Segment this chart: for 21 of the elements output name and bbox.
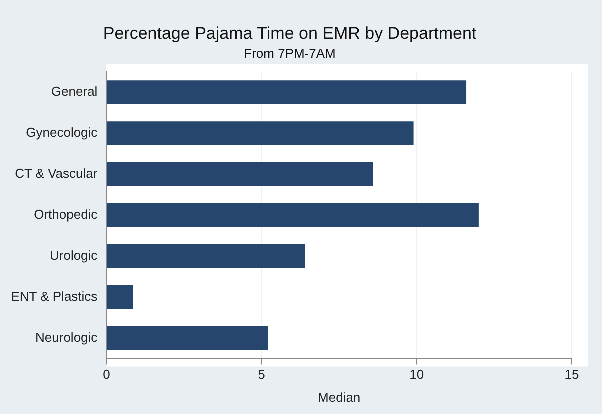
y-tick-label: General [51,84,98,100]
chart-title: Percentage Pajama Time on EMR by Department [103,24,477,43]
bar [107,162,374,186]
bar [107,326,268,350]
bar [107,204,479,228]
x-tick-label: 10 [410,367,424,382]
x-tick-label: 0 [103,367,110,382]
x-tick-label: 5 [258,367,266,382]
x-tick-label: 15 [564,367,580,382]
y-tick-label: Neurologic [36,330,98,345]
y-tick-label: CT & Vascular [15,166,98,182]
bar [107,80,467,104]
chart-subtitle: From 7PM-7AM [244,46,336,61]
bar [107,244,306,268]
y-tick-label: Orthopedic [34,206,98,222]
y-tick-label: ENT & Plastics [11,288,98,304]
y-tick-label: Urologic [50,248,98,263]
y-tick-label: Gynecologic [26,125,98,140]
bar [107,122,414,146]
bar [107,285,134,310]
x-axis-title: Median [318,390,361,405]
